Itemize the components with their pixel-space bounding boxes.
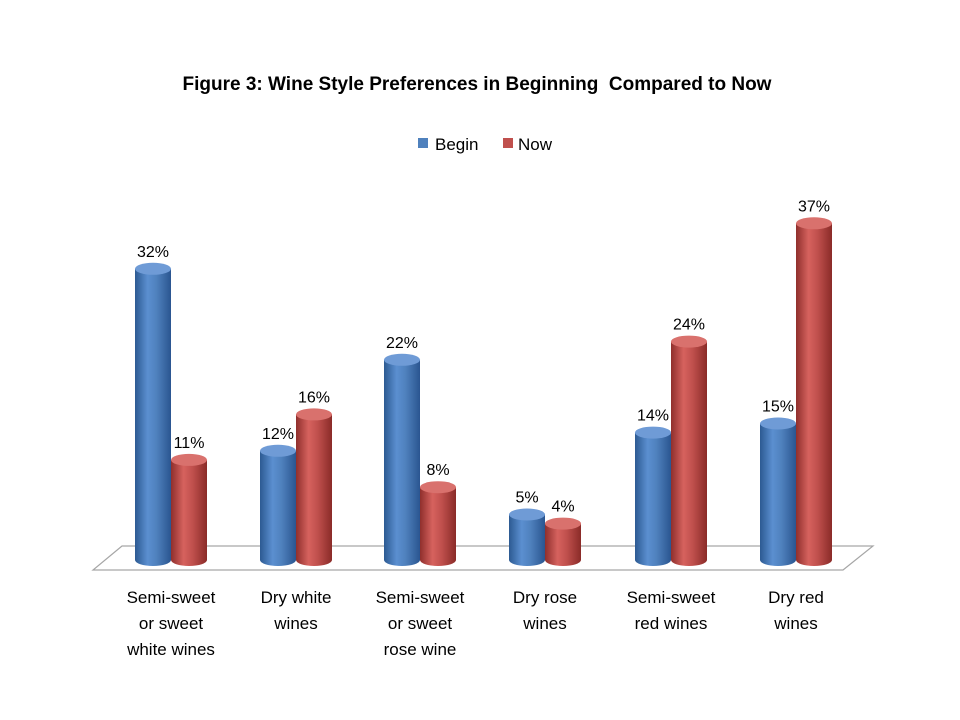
legend: Begin Now: [418, 135, 553, 154]
chart-floor: [91, 545, 875, 571]
bar-top: [384, 353, 420, 366]
bar-body: [760, 423, 796, 566]
category-label-line: Semi-sweet: [627, 588, 716, 607]
bar-body: [545, 523, 581, 566]
category-label-line: white wines: [126, 640, 215, 659]
category-label-line: rose wine: [384, 640, 457, 659]
bar-top: [420, 481, 456, 494]
category-label-line: or sweet: [139, 614, 204, 633]
bars-group: [135, 217, 832, 567]
bar-top: [545, 517, 581, 530]
chart-title: Figure 3: Wine Style Preferences in Begi…: [183, 74, 772, 95]
data-label-begin-0: 32%: [137, 244, 169, 261]
category-label-line: Semi-sweet: [127, 588, 216, 607]
bar-top: [296, 408, 332, 421]
category-label-line: wines: [522, 614, 566, 633]
category-label-line: wines: [773, 614, 817, 633]
category-label-1: Dry white wines: [261, 588, 332, 633]
bar-begin-1: [260, 444, 296, 566]
category-label-line: Dry red: [768, 588, 824, 607]
category-label-line: red wines: [635, 614, 708, 633]
category-label-line: wines: [273, 614, 317, 633]
bar-now-5: [796, 217, 832, 567]
bar-begin-0: [135, 262, 171, 566]
category-label-4: Semi-sweet red wines: [627, 588, 716, 633]
category-label-0: Semi-sweet or sweet white wines: [126, 588, 216, 659]
data-label-now-0: 11%: [174, 435, 205, 452]
bar-now-4: [671, 335, 707, 566]
legend-swatch-begin: [418, 138, 428, 148]
bar-top: [796, 217, 832, 230]
bar-body: [384, 359, 420, 566]
bar-begin-3: [509, 508, 545, 566]
category-label-line: or sweet: [388, 614, 453, 633]
bar-top: [171, 453, 207, 466]
data-label-begin-4: 14%: [637, 408, 669, 425]
bar-begin-5: [760, 417, 796, 566]
bar-top: [260, 444, 296, 457]
data-label-begin-2: 22%: [386, 335, 418, 352]
bar-body: [296, 414, 332, 566]
legend-label-now: Now: [518, 135, 553, 154]
bar-body: [420, 487, 456, 566]
bar-body: [671, 341, 707, 566]
bar-top: [671, 335, 707, 348]
bar-body: [135, 268, 171, 566]
bar-top: [509, 508, 545, 521]
bar-begin-4: [635, 426, 671, 566]
bar-top: [760, 417, 796, 430]
bar-now-0: [171, 453, 207, 566]
bar-body: [796, 223, 832, 567]
bar-body: [635, 432, 671, 566]
bar-begin-2: [384, 353, 420, 566]
data-label-begin-3: 5%: [515, 490, 538, 507]
bar-top: [635, 426, 671, 439]
category-label-line: Semi-sweet: [376, 588, 465, 607]
category-label-5: Dry red wines: [768, 588, 824, 633]
bar-now-3: [545, 517, 581, 566]
bar-top: [135, 262, 171, 275]
legend-swatch-now: [503, 138, 513, 148]
legend-label-begin: Begin: [435, 135, 478, 154]
category-label-line: Dry rose: [513, 588, 577, 607]
data-label-now-1: 16%: [298, 389, 330, 406]
bar-now-2: [420, 481, 456, 566]
bar-body: [260, 450, 296, 566]
category-label-2: Semi-sweet or sweet rose wine: [376, 588, 465, 659]
category-label-line: Dry white: [261, 588, 332, 607]
data-label-now-3: 4%: [551, 499, 574, 516]
data-label-now-5: 37%: [798, 198, 830, 215]
data-labels-group: 32% 11% 12% 16% 22% 8% 5% 4% 14% 24% 15% 37%: [137, 198, 830, 515]
bar-body: [509, 514, 545, 566]
data-label-now-2: 8%: [426, 462, 449, 479]
data-label-begin-1: 12%: [262, 426, 294, 443]
bar-body: [171, 459, 207, 566]
data-label-now-4: 24%: [673, 317, 705, 334]
category-label-3: Dry rose wines: [513, 588, 577, 633]
data-label-begin-5: 15%: [762, 399, 794, 416]
category-labels-group: Semi-sweet or sweet white wines Dry white wi…: [126, 588, 824, 659]
bar-now-1: [296, 408, 332, 566]
